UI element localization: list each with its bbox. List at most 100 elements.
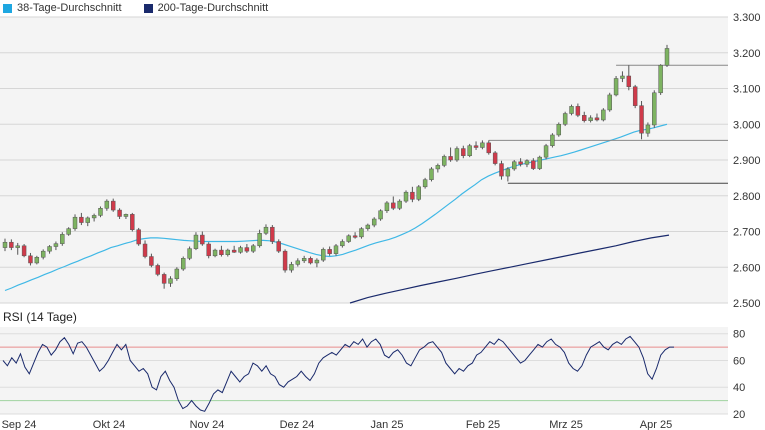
candle-body [664, 48, 670, 66]
candle [652, 90, 657, 128]
candle [231, 245, 237, 253]
candle [607, 92, 612, 112]
candle-body [130, 214, 135, 230]
candle-body [435, 165, 441, 170]
candle-body [98, 208, 103, 216]
candle [410, 186, 415, 203]
candle [142, 240, 148, 259]
rsi-grid [0, 333, 728, 415]
candle-body [289, 264, 294, 271]
candle-body [168, 278, 173, 284]
candle [251, 244, 256, 253]
x-tick-label: Dez 24 [280, 419, 315, 430]
x-tick-label: Sep 24 [2, 419, 37, 430]
candle-body [225, 249, 231, 255]
candle [257, 229, 262, 248]
candle-body [136, 229, 141, 245]
x-tick-label: Mrz 25 [549, 419, 583, 430]
candle [238, 245, 243, 254]
candle [212, 248, 218, 258]
candle-body [467, 145, 472, 156]
candle [397, 199, 402, 211]
candle [155, 263, 160, 277]
candle [359, 227, 364, 239]
candle-body [505, 168, 511, 177]
candle-body [537, 156, 542, 169]
price-tick-label: 3.100 [733, 84, 761, 96]
candle-body [142, 243, 148, 257]
x-tick-label: Feb 25 [466, 419, 500, 430]
candle-body [282, 250, 288, 271]
candle [244, 244, 250, 253]
candle-body [652, 92, 657, 126]
candle-body [499, 163, 504, 177]
ma200-line [349, 234, 670, 304]
candle [104, 199, 110, 211]
price-tick-label: 3.300 [733, 12, 761, 24]
legend-item-ma38: 38-Tage-Durchschnitt [3, 2, 122, 14]
price-tick-label: 3.200 [733, 48, 761, 60]
candle [537, 155, 542, 171]
candle-body [301, 258, 307, 262]
candle-body [2, 241, 8, 248]
candle [505, 167, 511, 182]
candle [130, 212, 135, 232]
candle-body [238, 247, 243, 253]
candle [403, 190, 409, 203]
candle [569, 104, 574, 116]
candle [110, 198, 116, 212]
candle [270, 225, 275, 245]
candle-body [263, 226, 269, 234]
price-grid [0, 16, 728, 304]
candle [136, 227, 141, 246]
candle [346, 234, 351, 243]
candle [321, 247, 326, 262]
candle [365, 223, 371, 231]
candle [333, 244, 339, 256]
candle-body [658, 65, 663, 94]
ma200-path [349, 234, 670, 304]
price-tick-label: 2.700 [733, 227, 761, 239]
candle [448, 147, 453, 162]
candle-body [512, 161, 517, 170]
candle-body [174, 268, 180, 279]
candle-body [601, 109, 606, 121]
rsi-bands [0, 346, 728, 402]
candle-body [594, 117, 600, 121]
candle-body [244, 247, 250, 252]
candle [384, 201, 390, 213]
candle-body [28, 255, 33, 264]
candle [435, 163, 441, 173]
candle-body [531, 160, 536, 169]
candle [66, 227, 71, 236]
candle [575, 103, 581, 118]
candle [187, 246, 192, 261]
chart-legend: 38-Tage-Durchschnitt 200-Tage-Durchschni… [0, 0, 290, 16]
candle-body [21, 245, 27, 257]
candle [91, 213, 97, 222]
price-y-axis: 2.500 2.600 2.700 2.800 2.900 3.000 3.100 3.200… [733, 12, 761, 310]
candle-body [422, 179, 428, 188]
candle [480, 140, 485, 150]
candle [340, 239, 345, 248]
candle-body [40, 250, 46, 258]
candle [47, 245, 52, 254]
candle-body [352, 235, 358, 238]
candle-body [212, 249, 218, 257]
candle-body [308, 258, 313, 264]
candle-body [314, 259, 320, 264]
rsi-tick-label: 60 [733, 355, 745, 367]
candle [378, 209, 383, 221]
candle [28, 252, 33, 266]
candle [276, 239, 281, 253]
candle [461, 145, 466, 159]
candle-body [72, 216, 78, 229]
candle-body [15, 245, 20, 248]
candle-body [181, 258, 186, 270]
candle-body [569, 106, 574, 114]
candle-body [543, 145, 549, 158]
candle-body [429, 168, 434, 180]
candle-body [632, 86, 638, 106]
candle-body [155, 265, 160, 275]
